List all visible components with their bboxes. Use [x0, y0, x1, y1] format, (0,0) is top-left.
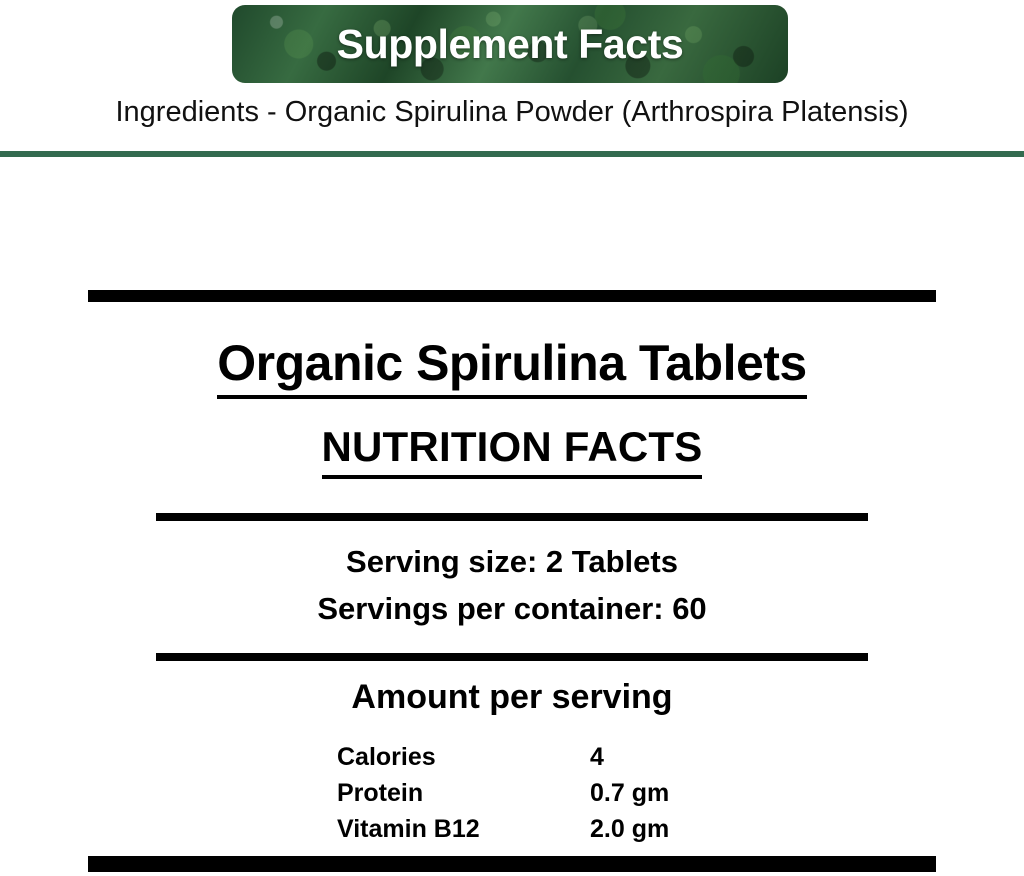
- nutrient-name: Calories: [337, 743, 436, 771]
- nutrient-table: Calories 4 Protein 0.7 gm Vitamin B12 2.…: [337, 739, 669, 847]
- banner-title: Supplement Facts: [336, 20, 684, 67]
- table-row: Calories 4: [337, 739, 669, 775]
- nutrient-table-body: Calories 4 Protein 0.7 gm Vitamin B12 2.…: [337, 739, 669, 847]
- nutrient-value: 4: [590, 743, 604, 771]
- supplement-facts-banner: Supplement Facts: [232, 5, 788, 83]
- nutrient-name: Protein: [337, 779, 424, 807]
- nutrient-value: 2.0 gm: [590, 815, 670, 843]
- product-title-text: Organic Spirulina Tablets: [217, 336, 807, 399]
- rule-top-thick: [88, 290, 936, 302]
- table-row: Vitamin B12 2.0 gm: [337, 811, 669, 847]
- ingredients-line: Ingredients - Organic Spirulina Powder (…: [115, 96, 909, 128]
- product-title: Organic Spirulina Tablets: [0, 336, 1024, 399]
- table-row: Protein 0.7 gm: [337, 775, 669, 811]
- servings-per-container-line: Servings per container: 60: [317, 591, 707, 627]
- nutrient-value: 0.7 gm: [590, 779, 670, 807]
- serving-info-block: Serving size: 2 Tablets Servings per con…: [0, 538, 1024, 632]
- nutrient-name: Vitamin B12: [337, 815, 480, 843]
- nutrition-facts-heading: NUTRITION FACTS: [0, 423, 1024, 480]
- amount-per-serving-heading: Amount per serving: [351, 678, 673, 716]
- green-divider: [0, 151, 1024, 157]
- nutrition-facts-heading-text: NUTRITION FACTS: [321, 423, 703, 480]
- rule-below-serving: [156, 653, 868, 661]
- rule-bottom-thick: [88, 856, 936, 872]
- rule-above-serving: [156, 513, 868, 521]
- serving-size-line: Serving size: 2 Tablets: [346, 544, 678, 579]
